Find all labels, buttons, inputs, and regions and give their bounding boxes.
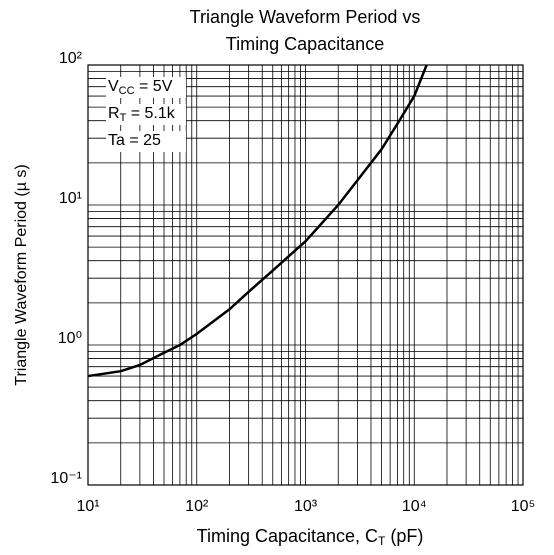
annotation-text: R — [108, 105, 120, 122]
x-axis-label-text: Timing Capacitance, C — [197, 526, 378, 546]
annotation-background — [106, 104, 186, 125]
annotation: Ta = 25 — [108, 132, 161, 149]
annotation-background — [106, 131, 186, 152]
annotation-text: V — [108, 78, 119, 95]
chart-title: Triangle Waveform Period vs — [190, 7, 421, 27]
y-tick-label: 10⁰ — [58, 330, 82, 347]
x-axis-label-text: (pF) — [385, 526, 423, 546]
x-tick-label: 10⁵ — [511, 498, 535, 515]
y-tick-label: 10⁻¹ — [50, 470, 82, 487]
plot-frame — [87, 64, 524, 486]
y-axis-label: Triangle Waveform Period (µ s) — [13, 164, 30, 385]
x-tick-label: 10⁴ — [402, 498, 427, 515]
x-axis-label: Timing Capacitance, CT (pF) — [197, 526, 424, 548]
x-axis-label-subscript: T — [378, 534, 386, 548]
annotation: RT = 5.1k — [108, 105, 176, 124]
y-tick-label: 10² — [59, 50, 83, 67]
annotation-text: Ta = 25 — [108, 132, 161, 149]
data-line — [87, 64, 428, 378]
annotation-subscript: T — [120, 112, 127, 124]
chart-title: Timing Capacitance — [226, 34, 384, 54]
y-tick-label: 10¹ — [59, 190, 82, 207]
annotation: VCC = 5V — [108, 78, 173, 97]
annotation-text: = 5V — [135, 78, 173, 95]
x-tick-label: 10¹ — [76, 498, 99, 515]
x-tick-label: 10³ — [294, 498, 318, 515]
x-tick-label: 10² — [185, 498, 209, 515]
annotation-text: = 5.1k — [126, 105, 175, 122]
annotation-subscript: CC — [119, 85, 135, 97]
annotation-background — [106, 77, 186, 98]
